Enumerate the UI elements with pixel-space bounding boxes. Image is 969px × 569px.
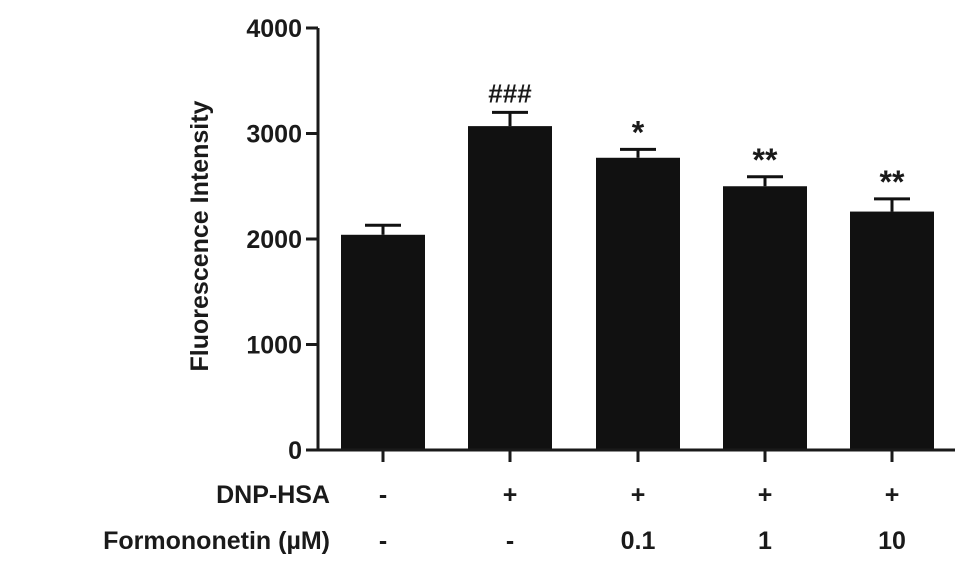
y-tick-label: 3000 bbox=[246, 121, 302, 149]
y-ticks-group: 0 1000 2000 3000 4000 bbox=[246, 15, 894, 465]
condition-value: - bbox=[506, 527, 514, 555]
y-tick-label: 4000 bbox=[246, 15, 302, 43]
condition-table: DNP-HSA - + + + + Formononetin (µM) - - 0.1 1 10 bbox=[103, 481, 906, 555]
condition-value: + bbox=[631, 481, 646, 509]
condition-row-label: Formononetin (µM) bbox=[103, 527, 330, 555]
y-axis-title: Fluorescence Intensity bbox=[186, 100, 214, 371]
y-tick-label: 2000 bbox=[246, 226, 302, 254]
bar bbox=[341, 234, 425, 450]
bar bbox=[468, 126, 552, 451]
significance-labels-group: ###***** bbox=[488, 78, 905, 200]
condition-value: + bbox=[503, 481, 518, 509]
condition-row-label: DNP-HSA bbox=[216, 481, 330, 509]
condition-value: - bbox=[379, 481, 387, 509]
condition-value: + bbox=[885, 481, 900, 509]
y-tick-label: 1000 bbox=[246, 332, 302, 360]
significance-label: ** bbox=[753, 142, 778, 178]
bar bbox=[850, 211, 934, 450]
condition-value: 0.1 bbox=[621, 527, 656, 555]
condition-value: 1 bbox=[758, 527, 772, 555]
condition-value: 10 bbox=[878, 527, 906, 555]
significance-label: * bbox=[632, 114, 645, 150]
y-tick-label: 0 bbox=[288, 437, 302, 465]
error-bars-group bbox=[365, 110, 910, 235]
condition-value: + bbox=[758, 481, 773, 509]
bar bbox=[596, 157, 680, 450]
condition-value: - bbox=[379, 527, 387, 555]
significance-label: ### bbox=[488, 78, 532, 108]
significance-label: ** bbox=[880, 164, 905, 200]
bar bbox=[723, 186, 807, 450]
bars-group bbox=[341, 126, 934, 451]
